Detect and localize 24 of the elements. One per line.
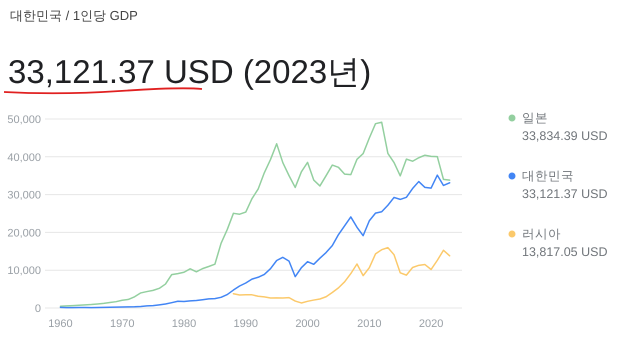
x-tick-label: 1990 [234, 318, 258, 330]
legend-label: 러시아 [522, 227, 561, 241]
x-tick-label: 1960 [48, 318, 73, 330]
y-tick-label: 50,000 [7, 114, 41, 126]
x-tick-label: 2020 [418, 318, 444, 330]
text: 13,817.05 USD [522, 245, 608, 259]
chart-subtitle: 대한민국 / 1인당 GDP [10, 8, 138, 23]
legend-label: 일본 [522, 111, 548, 125]
x-tick-label: 2010 [357, 318, 382, 330]
legend-label: 대한민국 [522, 169, 574, 183]
y-tick-label: 40,000 [7, 152, 41, 164]
y-tick-label: 0 [34, 303, 41, 315]
line-series [232, 246, 450, 304]
line-series [60, 121, 450, 307]
x-tick-label: 2000 [295, 318, 320, 330]
text: 33,121.37 USD [522, 187, 608, 201]
x-tick-label: 1980 [172, 318, 196, 330]
line-series [60, 174, 450, 308]
y-tick-label: 30,000 [7, 190, 41, 202]
chart-title: 33,121.37 USD (2023년) [8, 53, 372, 90]
text: 33,834.39 USD [522, 129, 608, 143]
x-tick-label: 1970 [110, 318, 134, 330]
y-tick-label: 20,000 [7, 227, 41, 240]
y-tick-label: 10,000 [7, 265, 41, 278]
